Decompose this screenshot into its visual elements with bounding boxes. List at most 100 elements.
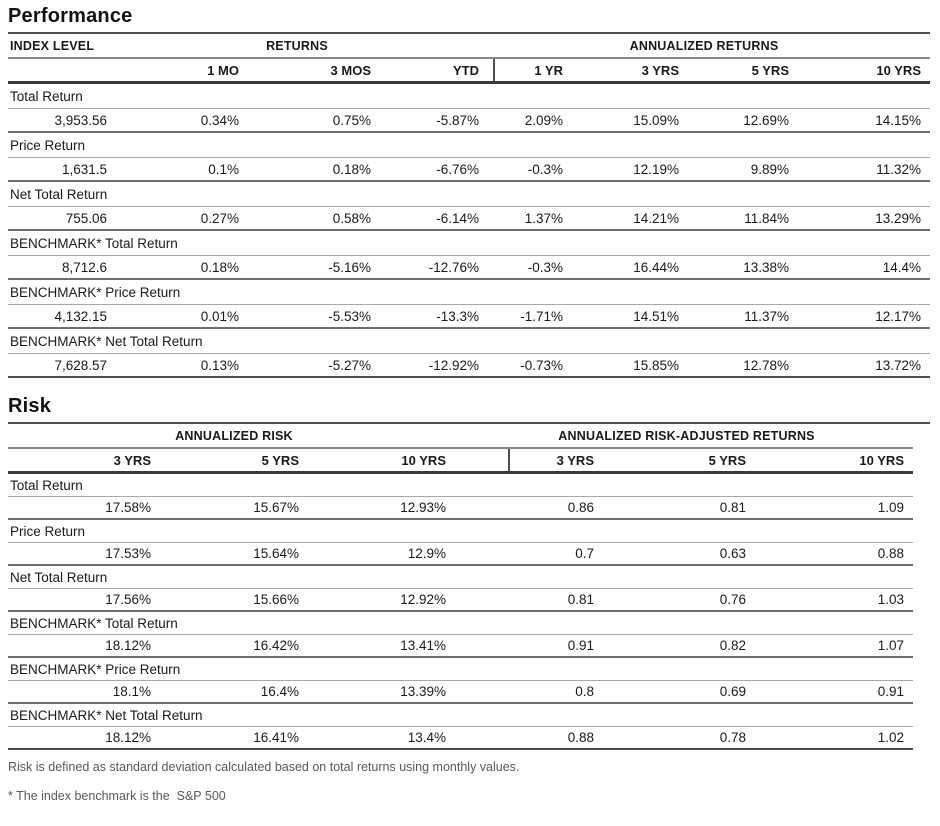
performance-rows: Total Return 3,953.56 0.34% 0.75% -5.87% 2.09… <box>8 84 930 378</box>
column-header-5yrs-adj: 5 YRS <box>708 452 746 468</box>
value-cell: 14.21% <box>633 210 679 226</box>
table-row: 4,132.15 0.01% -5.53% -13.3% -1.71% 14.51% 11.… <box>8 305 930 329</box>
value-cell: 12.9% <box>407 546 446 561</box>
value-cell: 14.51% <box>633 308 679 324</box>
value-cell: 16.41% <box>253 730 299 745</box>
row-label: Price Return <box>8 133 930 158</box>
table-row: 18.12% 16.41% 13.4% 0.88 0.78 1.02 <box>8 727 913 750</box>
row-label: BENCHMARK* Total Return <box>8 612 913 635</box>
column-header-10yrs: 10 YRS <box>876 62 921 78</box>
value-cell: 0.01% <box>200 308 239 324</box>
value-cell: -0.73% <box>520 357 563 373</box>
column-header-10yrs: 10 YRS <box>401 452 446 468</box>
value-cell: 15.09% <box>633 112 679 128</box>
value-cell: 17.53% <box>105 546 151 561</box>
row-label: Total Return <box>8 474 913 497</box>
value-cell: 1.37% <box>524 210 563 226</box>
value-cell: 0.7 <box>575 546 594 561</box>
value-cell: 13.38% <box>743 259 789 275</box>
value-cell: -5.53% <box>328 308 371 324</box>
column-header-5yrs: 5 YRS <box>751 62 789 78</box>
value-cell: 0.91 <box>567 638 594 653</box>
value-cell: 1.09 <box>877 500 904 515</box>
value-cell: 1,631.5 <box>61 161 107 177</box>
value-cell: 17.56% <box>105 592 151 607</box>
value-cell: 12.19% <box>633 161 679 177</box>
column-header-3yrs: 3 YRS <box>641 62 679 78</box>
table-row: 18.1% 16.4% 13.39% 0.8 0.69 0.91 <box>8 681 913 704</box>
value-cell: 15.67% <box>253 500 299 515</box>
risk-group-header-row: ANNUALIZED RISK ANNUALIZED RISK-ADJUSTED… <box>8 424 913 449</box>
column-header-10yrs-adj: 10 YRS <box>859 452 904 468</box>
value-cell: 4,132.15 <box>54 308 107 324</box>
table-row: 7,628.57 0.13% -5.27% -12.92% -0.73% 15.85% 12… <box>8 354 930 378</box>
value-cell: 0.8 <box>575 684 594 699</box>
annualized-returns-group-header: ANNUALIZED RETURNS <box>629 38 779 53</box>
value-cell: 16.44% <box>633 259 679 275</box>
column-header-1yr: 1 YR <box>534 62 563 78</box>
risk-column-header-row: 3 YRS 5 YRS 10 YRS 3 YRS 5 YRS 10 YRS <box>8 449 913 474</box>
value-cell: 0.18% <box>332 161 371 177</box>
value-cell: 7,628.57 <box>54 357 107 373</box>
performance-column-header-row: 1 MO 3 MOS YTD 1 YR 3 YRS 5 YRS 10 YRS <box>8 59 930 84</box>
value-cell: 0.81 <box>719 500 746 515</box>
table-row: 18.12% 16.42% 13.41% 0.91 0.82 1.07 <box>8 635 913 658</box>
value-cell: 2.09% <box>524 112 563 128</box>
value-cell: 15.64% <box>253 546 299 561</box>
value-cell: 0.78 <box>719 730 746 745</box>
value-cell: 13.41% <box>400 638 446 653</box>
row-label: BENCHMARK* Net Total Return <box>8 329 930 354</box>
value-cell: 14.15% <box>875 112 921 128</box>
column-header-3yrs-adj: 3 YRS <box>556 452 594 468</box>
value-cell: 18.12% <box>105 730 151 745</box>
benchmark-footnote: * The index benchmark is the S&P 500 <box>8 789 226 803</box>
value-cell: 9.89% <box>750 161 789 177</box>
column-header-3yrs: 3 YRS <box>113 452 151 468</box>
risk-table: ANNUALIZED RISK ANNUALIZED RISK-ADJUSTED… <box>8 424 913 750</box>
row-label: BENCHMARK* Total Return <box>8 231 930 256</box>
value-cell: 1.03 <box>877 592 904 607</box>
risk-adjusted-group-header: ANNUALIZED RISK-ADJUSTED RETURNS <box>558 428 815 443</box>
value-cell: 0.58% <box>332 210 371 226</box>
value-cell: 12.92% <box>400 592 446 607</box>
table-row: 1,631.5 0.1% 0.18% -6.76% -0.3% 12.19% 9.89% 11… <box>8 158 930 182</box>
value-cell: 1.02 <box>877 730 904 745</box>
value-cell: 0.91 <box>877 684 904 699</box>
value-cell: 12.17% <box>875 308 921 324</box>
value-cell: 13.39% <box>400 684 446 699</box>
table-row: 8,712.6 0.18% -5.16% -12.76% -0.3% 16.44% 13.3… <box>8 256 930 280</box>
column-group-divider <box>493 59 495 81</box>
value-cell: 8,712.6 <box>61 259 107 275</box>
value-cell: -5.16% <box>328 259 371 275</box>
table-row: 17.56% 15.66% 12.92% 0.81 0.76 1.03 <box>8 589 913 612</box>
value-cell: 0.86 <box>567 500 594 515</box>
row-label: Price Return <box>8 520 913 543</box>
risk-rows: Total Return 17.58% 15.67% 12.93% 0.86 0.81 1.… <box>8 474 913 750</box>
value-cell: 0.18% <box>200 259 239 275</box>
value-cell: 18.1% <box>112 684 151 699</box>
value-cell: 0.88 <box>877 546 904 561</box>
value-cell: 14.4% <box>882 259 921 275</box>
value-cell: 12.69% <box>743 112 789 128</box>
value-cell: -6.76% <box>436 161 479 177</box>
value-cell: 17.58% <box>105 500 151 515</box>
value-cell: 0.27% <box>200 210 239 226</box>
value-cell: 18.12% <box>105 638 151 653</box>
value-cell: -0.3% <box>527 259 563 275</box>
value-cell: 755.06 <box>65 210 107 226</box>
column-group-divider <box>508 449 510 471</box>
table-row: 755.06 0.27% 0.58% -6.14% 1.37% 14.21% 11.84% 1… <box>8 207 930 231</box>
value-cell: 0.69 <box>719 684 746 699</box>
table-row: 17.58% 15.67% 12.93% 0.86 0.81 1.09 <box>8 497 913 520</box>
row-label: BENCHMARK* Price Return <box>8 280 930 305</box>
value-cell: 0.13% <box>200 357 239 373</box>
column-header-ytd: YTD <box>453 62 479 78</box>
value-cell: 11.37% <box>744 308 789 324</box>
column-header-3mos: 3 MOS <box>330 62 371 78</box>
risk-section: Risk ANNUALIZED RISK ANNUALIZED RISK-ADJ… <box>8 390 930 803</box>
value-cell: -0.3% <box>527 161 563 177</box>
value-cell: -5.87% <box>436 112 479 128</box>
value-cell: 13.72% <box>875 357 921 373</box>
value-cell: 0.82 <box>719 638 746 653</box>
